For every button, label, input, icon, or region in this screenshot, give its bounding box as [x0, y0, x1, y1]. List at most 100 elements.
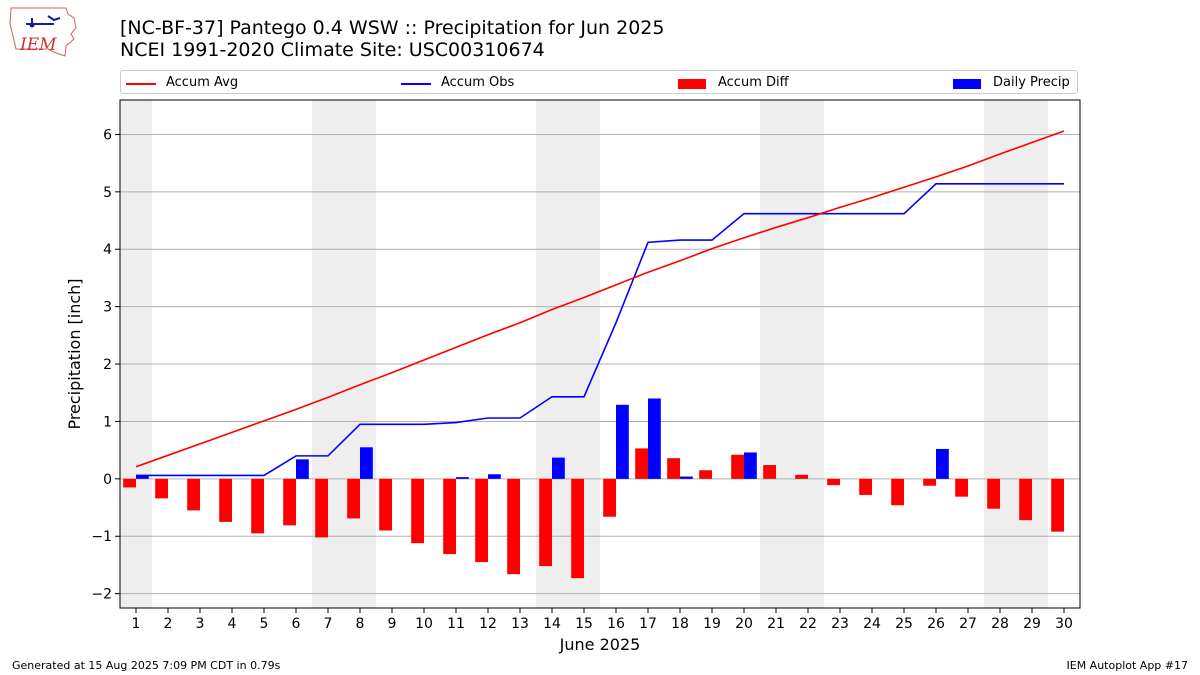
weekend-shade [760, 100, 792, 608]
line-swatch-red [126, 83, 156, 85]
y-tick-label: 0 [103, 472, 112, 488]
bar-swatch-red [678, 79, 706, 89]
x-tick-label: 17 [639, 616, 657, 632]
accum-diff-bar [667, 458, 680, 479]
accum-diff-bar [635, 448, 648, 479]
accum-diff-bar [827, 478, 840, 486]
daily-precip-bar [680, 476, 693, 479]
daily-precip-bar [296, 459, 309, 479]
x-tick-label: 5 [260, 616, 269, 632]
y-tick-label: 5 [103, 185, 112, 201]
title-line-1: [NC-BF-37] Pantego 0.4 WSW :: Precipitat… [120, 17, 665, 39]
x-tick-label: 23 [831, 616, 849, 632]
x-tick-label: 18 [671, 616, 689, 632]
x-axis-label: June 2025 [559, 635, 641, 654]
daily-precip-bar [136, 475, 149, 479]
accum-diff-bar [603, 478, 616, 517]
x-tick-label: 8 [356, 616, 365, 632]
y-tick-label: −1 [91, 529, 112, 545]
accum-diff-bar [283, 478, 296, 526]
weekend-shade [120, 100, 152, 608]
weekend-shade [344, 100, 376, 608]
daily-precip-bar [616, 404, 629, 479]
legend: Accum Avg Accum Obs Accum Diff Daily Pre… [120, 70, 1078, 94]
daily-precip-bar [360, 447, 373, 479]
accum-diff-bar [507, 478, 520, 575]
x-tick-label: 3 [196, 616, 205, 632]
x-tick-label: 25 [895, 616, 913, 632]
y-tick-label: 2 [103, 357, 112, 373]
accum-diff-bar [251, 478, 264, 534]
x-tick-label: 22 [799, 616, 817, 632]
x-tick-label: 24 [863, 616, 881, 632]
x-tick-label: 2 [164, 616, 173, 632]
bar-swatch-blue [953, 79, 981, 89]
footer-app: IEM Autoplot App #17 [1066, 659, 1189, 672]
accum-diff-bar [859, 478, 872, 495]
legend-label: Accum Obs [441, 75, 515, 90]
daily-precip-bar [744, 452, 757, 479]
accum-avg-line [135, 130, 1065, 468]
x-tick-label: 19 [703, 616, 721, 632]
x-tick-label: 30 [1055, 616, 1073, 632]
x-tick-label: 6 [292, 616, 301, 632]
accum-diff-bar [475, 478, 488, 563]
weekend-shade [1016, 100, 1048, 608]
plot-frame [119, 99, 1081, 609]
accum-diff-bar [379, 478, 392, 531]
x-tick-label: 20 [735, 616, 753, 632]
accum-diff-bar [155, 478, 168, 499]
accum-diff-bar [443, 478, 456, 555]
y-tick-label: −2 [91, 587, 112, 603]
y-tick-label: 6 [103, 127, 112, 143]
y-tick-label: 1 [103, 414, 112, 430]
legend-label: Accum Diff [718, 75, 789, 90]
iem-logo: IEM [9, 7, 77, 57]
x-tick-label: 27 [959, 616, 977, 632]
accum-diff-bar [539, 478, 552, 567]
x-tick-label: 14 [543, 616, 561, 632]
accum-diff-bar [123, 478, 136, 488]
accum-diff-bar [1019, 478, 1032, 521]
x-tick-label: 12 [479, 616, 497, 632]
accum-diff-bar [411, 478, 424, 544]
logo-text: IEM [19, 35, 57, 55]
x-tick-label: 28 [991, 616, 1009, 632]
accum-diff-bar [571, 478, 584, 579]
daily-precip-bar [552, 457, 565, 479]
footer-generated: Generated at 15 Aug 2025 7:09 PM CDT in … [12, 659, 281, 672]
x-tick-label: 13 [511, 616, 529, 632]
daily-precip-bar [456, 477, 469, 479]
x-tick-label: 21 [767, 616, 785, 632]
title-line-2: NCEI 1991-2020 Climate Site: USC00310674 [120, 39, 545, 61]
x-tick-label: 26 [927, 616, 945, 632]
x-tick-label: 4 [228, 616, 237, 632]
accum-diff-bar [795, 474, 808, 479]
accum-diff-bar [315, 478, 328, 538]
weekend-shade [984, 100, 1016, 608]
accum-diff-bar [891, 478, 904, 506]
state-outline [9, 7, 77, 57]
accum-diff-bar [763, 465, 776, 479]
accum-diff-bar [219, 478, 232, 522]
accum-obs-line [136, 183, 1064, 477]
daily-precip-bar [488, 474, 501, 479]
accum-diff-bar [923, 478, 936, 486]
x-tick-label: 15 [575, 616, 593, 632]
accum-diff-bar [699, 470, 712, 479]
station-dot [29, 22, 35, 28]
x-tick-label: 16 [607, 616, 625, 632]
x-tick-label: 29 [1023, 616, 1041, 632]
daily-precip-bar [648, 398, 661, 479]
y-axis-label: Precipitation [inch] [65, 278, 84, 429]
x-tick-label: 10 [415, 616, 433, 632]
accum-diff-bar [347, 478, 360, 519]
accum-diff-bar [955, 478, 968, 497]
legend-label: Daily Precip [993, 75, 1070, 90]
x-tick-label: 1 [132, 616, 141, 632]
daily-precip-bar [936, 448, 949, 479]
accum-diff-bar [187, 478, 200, 511]
accum-diff-bar [1051, 478, 1064, 532]
y-tick-label: 4 [103, 242, 112, 258]
